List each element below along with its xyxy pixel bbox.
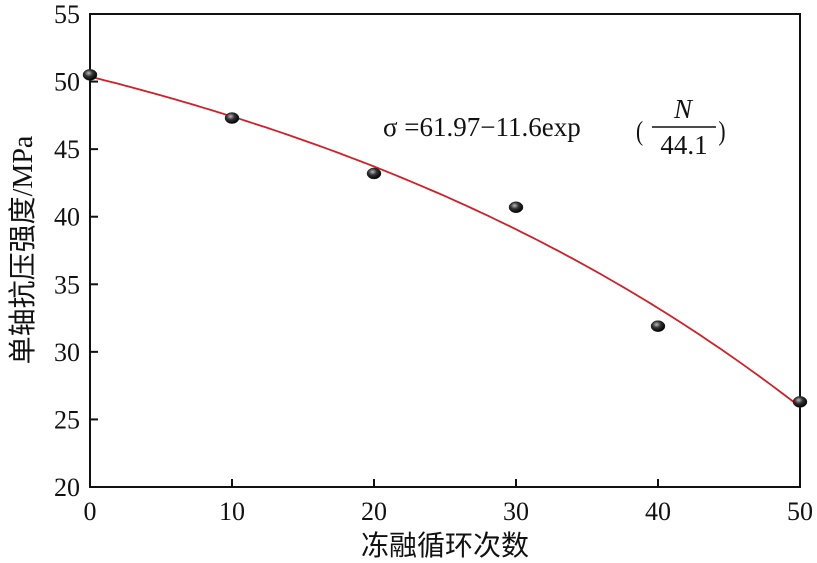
- x-axis-title: 冻融循环次数: [361, 530, 529, 562]
- equation-denominator: 44.1: [660, 130, 707, 160]
- x-tick-label: 50: [787, 497, 813, 526]
- data-point: [792, 396, 808, 408]
- y-tick-label: 35: [54, 270, 80, 299]
- data-point: [82, 69, 98, 81]
- equation-paren-open: (: [636, 117, 643, 147]
- fit-equation: σ =61.97−11.6exp ( N 44.1 ): [383, 94, 726, 160]
- data-point: [366, 167, 382, 180]
- data-point: [650, 320, 666, 332]
- x-tick-labels: 0 10 20 30 40 50: [84, 497, 814, 526]
- y-axis-title: 单轴抗压强度/MPa: [7, 135, 39, 364]
- y-tick-label: 40: [54, 203, 80, 232]
- data-points: [82, 69, 808, 408]
- data-point: [508, 201, 524, 214]
- x-tick-label: 30: [503, 497, 529, 526]
- x-tick-label: 20: [361, 497, 387, 526]
- equation-prefix: σ =61.97−11.6exp: [383, 112, 581, 142]
- y-tick-label: 55: [54, 0, 80, 29]
- x-tick-label: 0: [84, 497, 97, 526]
- y-tick-label: 50: [54, 68, 80, 97]
- fit-curve: [89, 75, 801, 408]
- y-tick-labels: 20 25 30 35 40 45 50 55: [54, 0, 80, 502]
- equation-numerator: N: [673, 94, 694, 124]
- y-tick-label: 45: [54, 135, 80, 164]
- equation-paren-close: ): [718, 117, 725, 147]
- plot-frame: [89, 13, 801, 488]
- y-tick-label: 30: [54, 338, 80, 367]
- y-tick-label: 20: [54, 473, 80, 502]
- x-tick-label: 40: [645, 497, 671, 526]
- data-point: [224, 112, 240, 124]
- ticks: [89, 13, 801, 488]
- y-tick-label: 25: [54, 405, 80, 434]
- x-tick-label: 10: [219, 497, 245, 526]
